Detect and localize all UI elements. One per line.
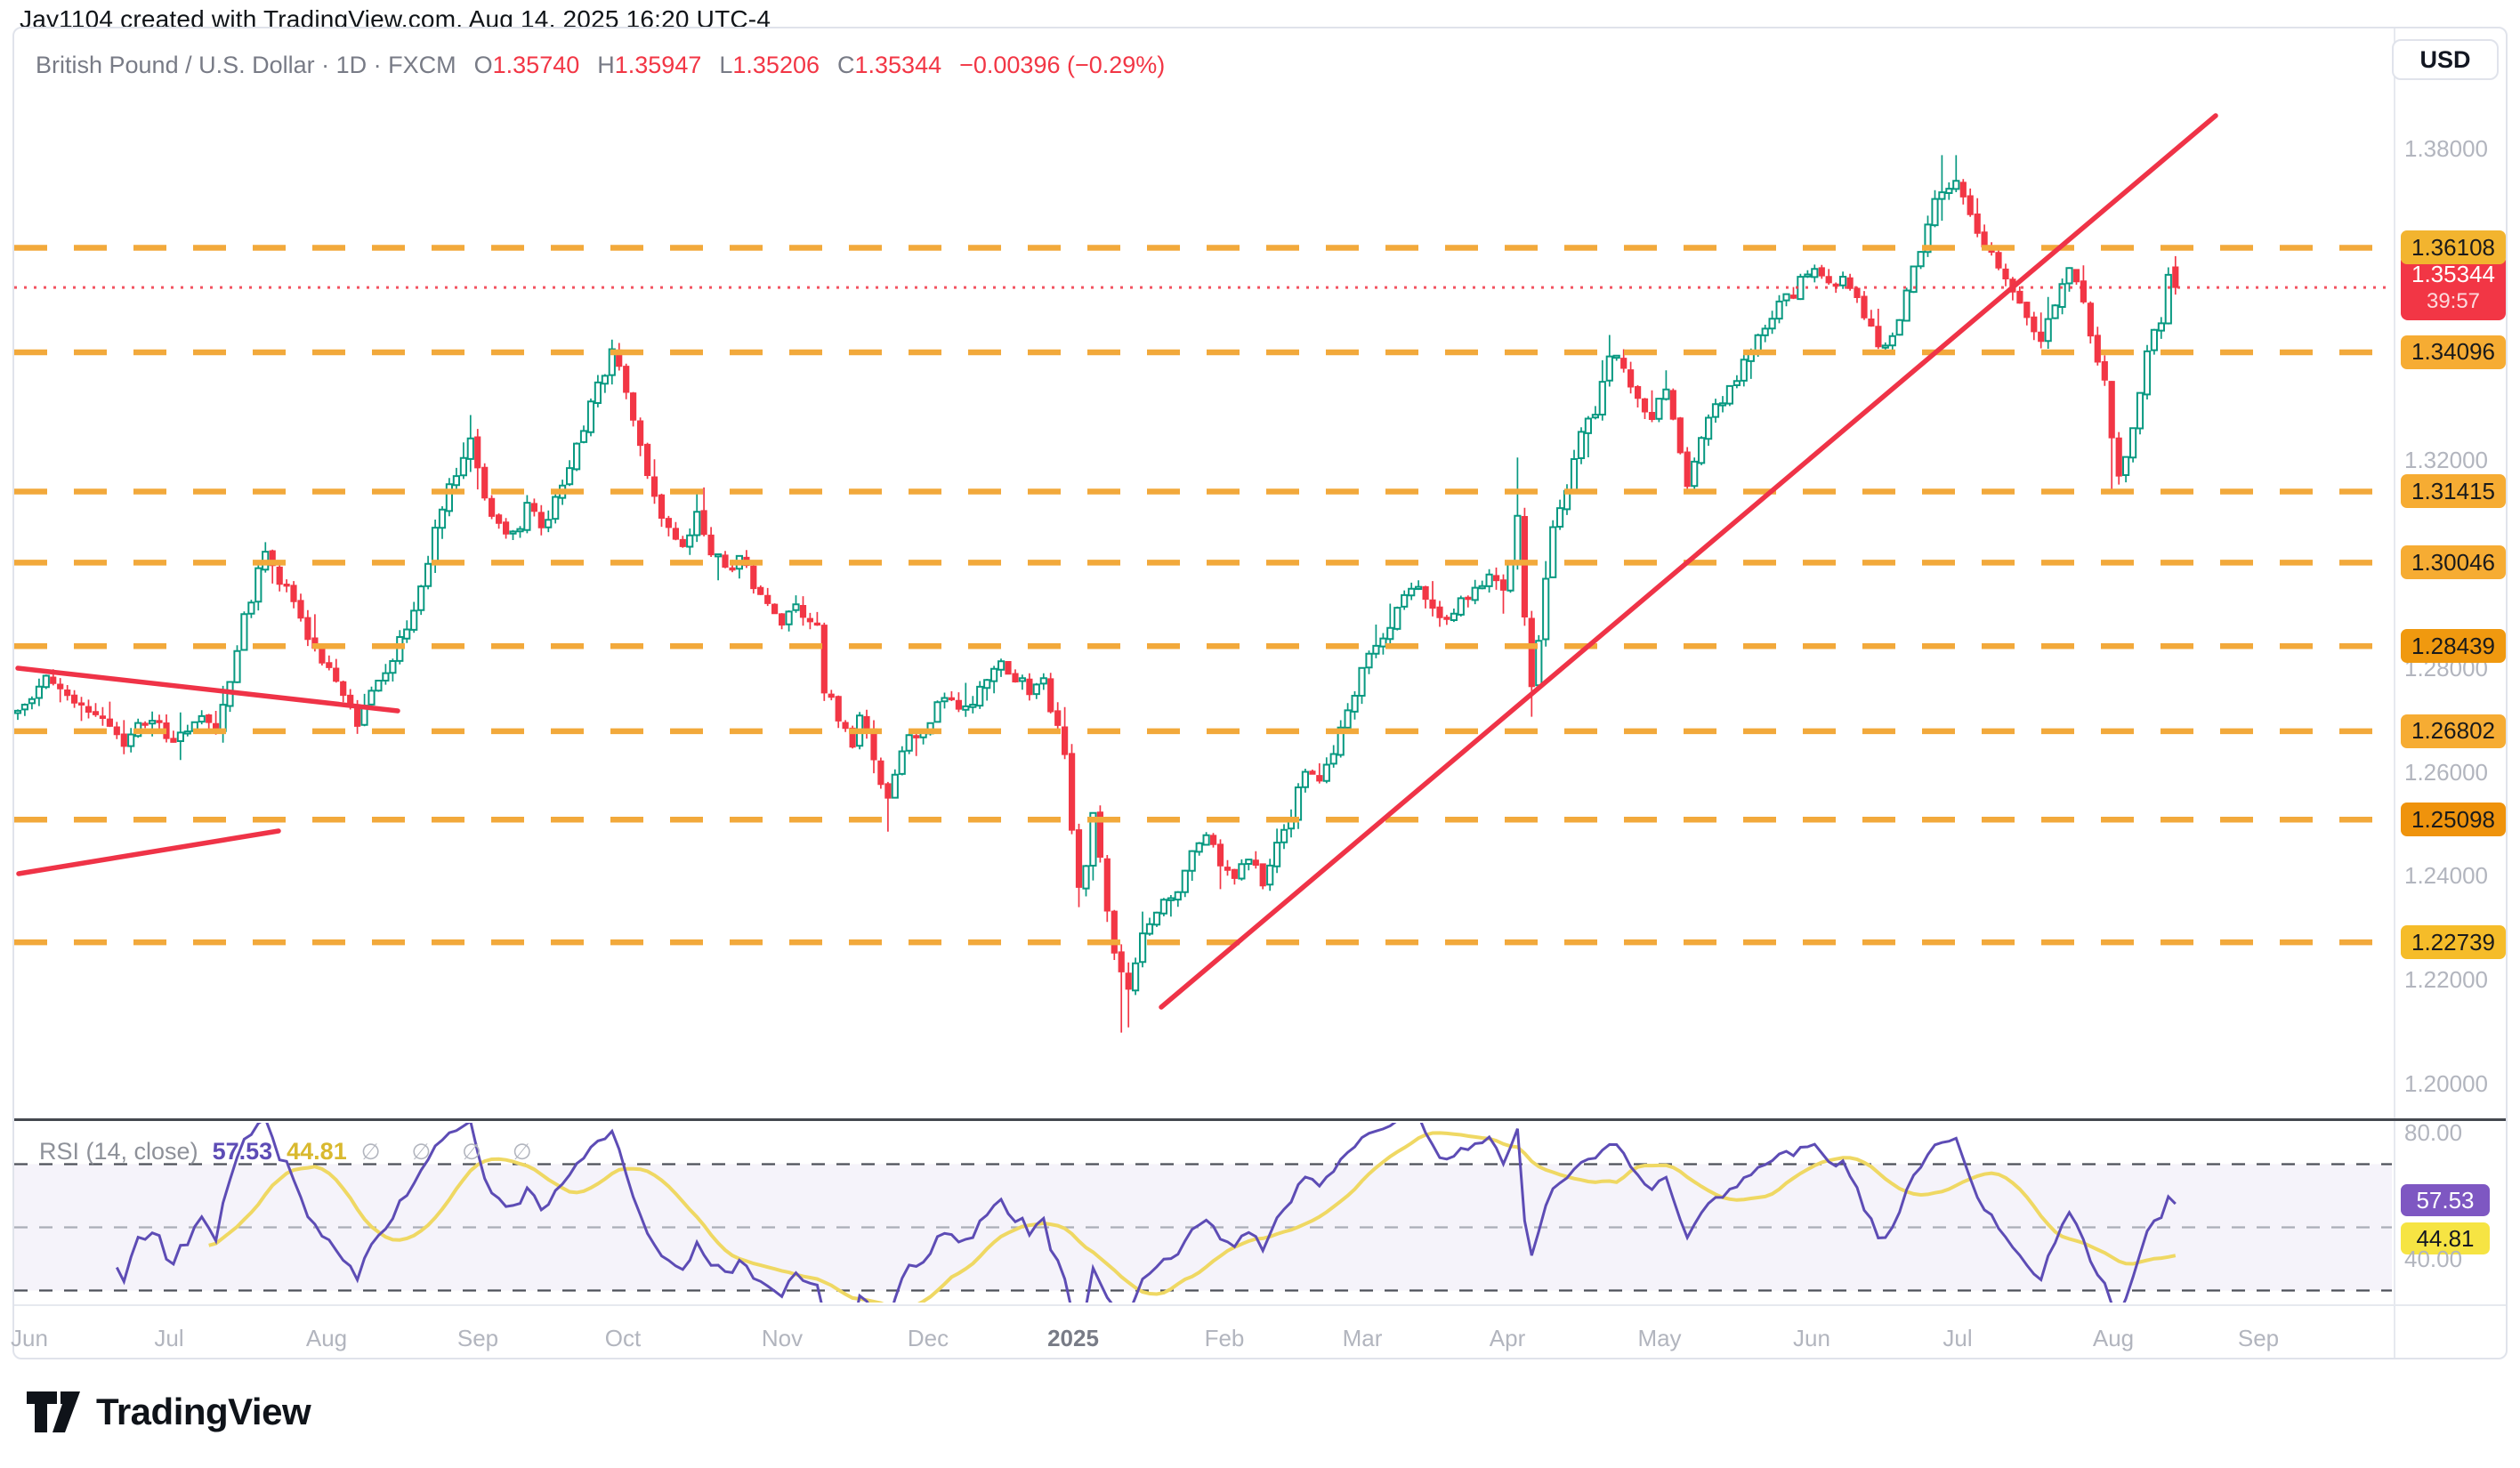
rsi-legend-ma-value: 44.81 <box>287 1138 347 1165</box>
time-axis-label[interactable]: Sep <box>456 1325 499 1351</box>
price-level-badge: 1.28439 <box>2401 629 2506 664</box>
bar-countdown: 39:57 <box>2426 289 2481 314</box>
symbol-header[interactable]: British Pound / U.S. Dollar · 1D · FXCM … <box>36 52 1165 79</box>
time-axis-label[interactable]: Jul <box>1942 1325 1973 1351</box>
price-axis-tick: 1.24000 <box>2404 862 2488 890</box>
change-value: −0.00396 (−0.29%) <box>959 52 1166 78</box>
time-axis-label[interactable]: Feb <box>1204 1325 1245 1351</box>
time-axis-label[interactable]: Aug <box>305 1325 348 1351</box>
price-axis-tick: 1.26000 <box>2404 758 2488 786</box>
price-axis-tick: 1.22000 <box>2404 966 2488 994</box>
rsi-axis-tick: 80.00 <box>2404 1119 2463 1146</box>
time-axis-label[interactable]: May <box>1637 1325 1682 1351</box>
price-level-badge: 1.25098 <box>2401 803 2506 837</box>
last-price-value: 1.35344 <box>2411 260 2495 287</box>
price-level-badge: 1.26802 <box>2401 714 2506 748</box>
time-axis-label[interactable]: Sep <box>2237 1325 2280 1351</box>
chart-frame <box>12 27 2508 1359</box>
time-axis-label[interactable]: Jun <box>11 1325 48 1351</box>
time-axis-label[interactable]: Jul <box>154 1325 184 1351</box>
time-axis-label[interactable]: Oct <box>604 1325 642 1351</box>
rsi-ma-value-badge: 44.81 <box>2401 1222 2490 1254</box>
rsi-pane <box>14 1123 2392 1303</box>
price-level-badge: 1.31415 <box>2401 474 2506 509</box>
time-axis-label[interactable]: Aug <box>2092 1325 2135 1351</box>
tradingview-logo-text: TradingView <box>96 1391 311 1432</box>
time-axis-label[interactable]: Apr <box>1489 1325 1526 1351</box>
rsi-legend-empty-values: ∅ ∅ ∅ ∅ <box>360 1140 545 1165</box>
price-level-badge: 1.36108 <box>2401 230 2506 265</box>
last-price-badge: 1.35344 39:57 <box>2401 254 2506 321</box>
price-axis-tick: 1.20000 <box>2404 1070 2488 1098</box>
time-axis-label[interactable]: Mar <box>1342 1325 1383 1351</box>
symbol-title[interactable]: British Pound / U.S. Dollar · 1D · FXCM <box>36 52 456 78</box>
time-axis-label[interactable]: Nov <box>761 1325 804 1351</box>
ohlc-open: O1.35740 <box>473 52 580 78</box>
price-level-badge: 1.22739 <box>2401 925 2506 960</box>
pane-separator[interactable] <box>14 1118 2506 1121</box>
currency-toggle-button[interactable]: USD <box>2392 39 2499 80</box>
tradingview-logo[interactable]: TradingView <box>27 1390 311 1434</box>
time-axis-label[interactable]: Jun <box>1793 1325 1830 1351</box>
rsi-legend[interactable]: RSI (14, close) 57.53 44.81 ∅ ∅ ∅ ∅ <box>39 1138 545 1166</box>
rsi-legend-title[interactable]: RSI (14, close) <box>39 1138 198 1165</box>
tradingview-logo-mark <box>27 1391 80 1432</box>
price-axis-tick: 1.38000 <box>2404 135 2488 162</box>
ohlc-close: C1.35344 <box>837 52 942 78</box>
price-level-badge: 1.34096 <box>2401 335 2506 369</box>
ohlc-high: H1.35947 <box>597 52 702 78</box>
time-axis-label[interactable]: Dec <box>907 1325 949 1351</box>
price-pane <box>14 113 2392 1033</box>
price-level-badge: 1.30046 <box>2401 545 2506 580</box>
price-axis-separator <box>2394 28 2395 1358</box>
time-axis-separator <box>14 1304 2506 1306</box>
rsi-legend-value: 57.53 <box>212 1138 273 1165</box>
price-axis-tick: 1.32000 <box>2404 447 2488 474</box>
time-axis-label[interactable]: 2025 <box>1047 1325 1099 1351</box>
rsi-value-badge: 57.53 <box>2401 1184 2490 1216</box>
ohlc-low: L1.35206 <box>719 52 820 78</box>
rsi-axis-tick: 40.00 <box>2404 1246 2463 1272</box>
